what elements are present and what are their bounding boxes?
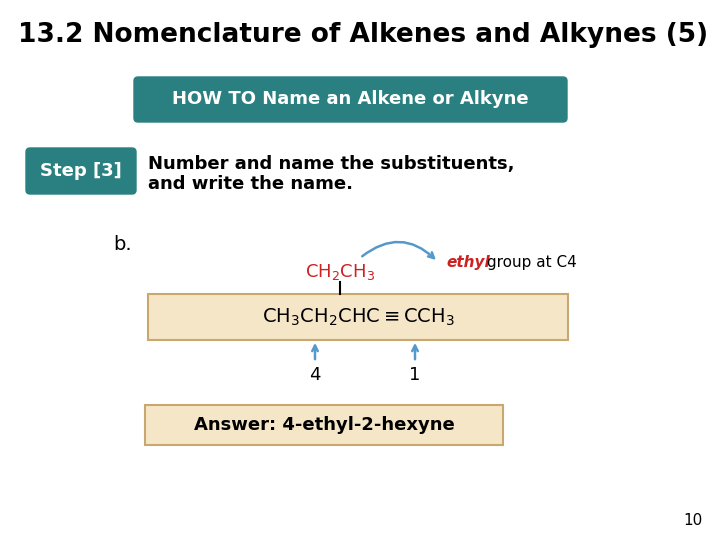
Text: Number and name the substituents,: Number and name the substituents, [148, 155, 515, 173]
Text: CH$_3$CH$_2$CHC$\equiv$CCH$_3$: CH$_3$CH$_2$CHC$\equiv$CCH$_3$ [261, 306, 454, 328]
Text: group at C4: group at C4 [482, 254, 577, 269]
FancyBboxPatch shape [145, 405, 503, 445]
FancyBboxPatch shape [26, 148, 136, 194]
Text: HOW TO Name an Alkene or Alkyne: HOW TO Name an Alkene or Alkyne [172, 91, 528, 109]
Text: CH$_2$CH$_3$: CH$_2$CH$_3$ [305, 262, 375, 282]
Text: ethyl: ethyl [446, 254, 490, 269]
Text: Step [3]: Step [3] [40, 162, 122, 180]
FancyBboxPatch shape [134, 77, 567, 122]
Text: 4: 4 [310, 366, 320, 384]
Text: and write the name.: and write the name. [148, 175, 353, 193]
Text: 1: 1 [409, 366, 420, 384]
FancyBboxPatch shape [148, 294, 568, 340]
Text: b.: b. [113, 234, 132, 253]
Text: Answer: 4-ethyl-2-hexyne: Answer: 4-ethyl-2-hexyne [194, 416, 454, 434]
Text: 10: 10 [684, 513, 703, 528]
Text: 13.2 Nomenclature of Alkenes and Alkynes (5): 13.2 Nomenclature of Alkenes and Alkynes… [18, 22, 708, 48]
